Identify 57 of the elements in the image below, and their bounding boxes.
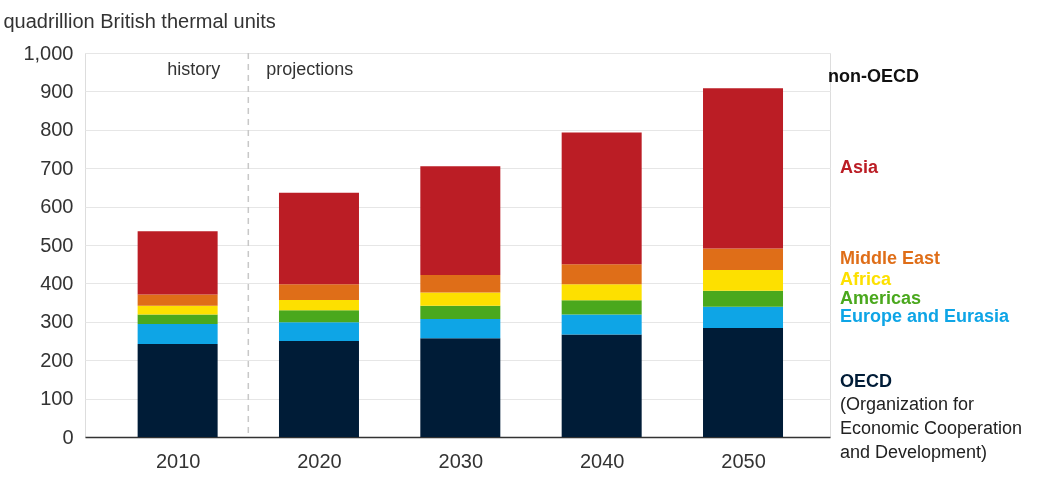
bar [420, 305, 501, 320]
y-tick-label: 200 [40, 348, 74, 371]
bar [703, 269, 784, 291]
x-tick-label: 2030 [438, 449, 484, 472]
y-tick-label: 100 [40, 387, 74, 410]
bar [561, 300, 642, 315]
bar [561, 284, 642, 301]
text: OECD [840, 371, 893, 392]
bar [561, 132, 642, 265]
bar [420, 166, 501, 275]
bar [420, 338, 501, 437]
bar [703, 327, 784, 437]
bar [278, 299, 359, 311]
bar [561, 264, 642, 285]
bar [278, 322, 359, 341]
bar [561, 334, 642, 437]
bar [137, 314, 218, 325]
bar [137, 294, 218, 306]
y-tick-label: 400 [40, 271, 74, 294]
bar [703, 248, 784, 270]
y-tick-label: 600 [40, 195, 74, 218]
text: Asia [840, 157, 880, 178]
annotation: history [167, 59, 221, 79]
text: Africa [840, 269, 893, 290]
bar [137, 231, 218, 295]
text: Americas [840, 287, 922, 308]
bar [420, 319, 501, 339]
bar [703, 88, 784, 249]
text: (Organization for Economic Cooperation and Development) [840, 394, 1023, 463]
bar [420, 274, 501, 293]
y-tick-label: 700 [40, 156, 74, 179]
y-axis-title: quadrillion British thermal units [3, 9, 276, 32]
y-tick-label: 900 [40, 79, 74, 102]
x-tick-label: 2040 [579, 449, 625, 472]
y-tick-label: 800 [40, 118, 74, 141]
y-tick-label: 500 [40, 233, 74, 256]
bar [278, 310, 359, 323]
y-tick-label: 1,000 [23, 41, 74, 64]
x-tick-label: 2010 [155, 449, 201, 472]
bar [561, 314, 642, 335]
x-tick-label: 2020 [297, 449, 342, 472]
y-tick-label: 300 [40, 310, 74, 333]
bar [278, 192, 359, 285]
bar [278, 284, 359, 300]
bar [703, 306, 784, 328]
bar [278, 341, 359, 437]
annotation: non-OECD [828, 66, 919, 87]
bar [420, 292, 501, 306]
bar [703, 290, 784, 307]
text: Middle East [840, 248, 941, 269]
x-tick-label: 2050 [721, 449, 766, 472]
annotation: projections [266, 59, 354, 79]
bar [137, 305, 218, 315]
bar [137, 324, 218, 345]
bar [137, 344, 218, 437]
text: Europe and Eurasia [840, 306, 1011, 327]
y-tick-label: 0 [62, 425, 74, 448]
